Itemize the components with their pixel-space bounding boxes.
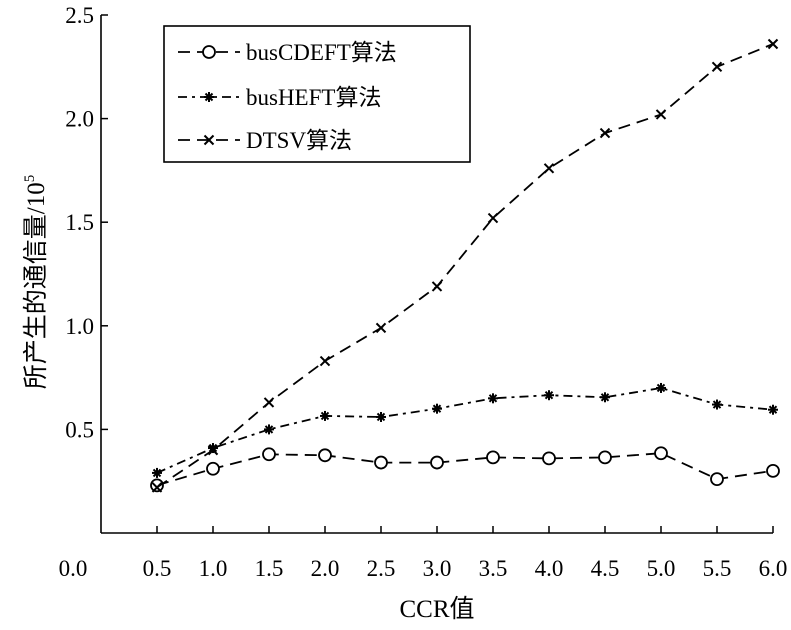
x-tick-label: 3.0	[423, 556, 452, 581]
series-3-point	[151, 482, 163, 493]
legend-marker-2	[204, 92, 214, 102]
series-2-point	[320, 410, 330, 421]
series-2-point	[264, 424, 274, 435]
series-3-point	[487, 212, 499, 224]
series-3-point	[543, 163, 555, 174]
y-axis-title-exponent: 5	[22, 175, 38, 183]
series-3-point	[319, 355, 331, 367]
legend: busCDEFT算法 busHEFT算法 DTSV算法	[163, 25, 471, 163]
x-tick-label: 2.5	[367, 556, 396, 581]
legend-label-1: busCDEFT算法	[246, 40, 397, 65]
legend-label-3: DTSV算法	[246, 128, 352, 153]
series-3-point	[767, 38, 779, 50]
series-2-line	[156, 387, 774, 474]
series-1-point	[766, 463, 780, 478]
series-3	[151, 38, 779, 493]
x-tick-label: 3.5	[479, 556, 508, 581]
series-1-point	[430, 455, 444, 470]
series-3-point	[375, 322, 387, 334]
series-2-point	[152, 467, 162, 478]
x-tick-label: 0.5	[143, 556, 172, 581]
series-2-point	[712, 399, 722, 410]
series-2-point	[768, 404, 778, 415]
legend-label-2: busHEFT算法	[246, 85, 381, 110]
series-2-point	[488, 393, 498, 404]
y-tick-label: 1.5	[65, 210, 94, 235]
x-axis-title: CCR值	[399, 595, 474, 623]
series-1-point	[598, 450, 612, 465]
series-2-point	[376, 411, 386, 422]
x-tick-label: 1.0	[199, 556, 228, 581]
series-3-point	[711, 61, 723, 73]
x-tick-label: 0.0	[59, 556, 88, 581]
series-1-point	[374, 455, 388, 470]
series-group	[150, 38, 780, 493]
series-2-point	[432, 403, 442, 414]
series-2-point	[544, 390, 554, 401]
x-tick-label: 2.0	[311, 556, 340, 581]
series-1-point	[654, 446, 668, 461]
legend-marker-3	[203, 134, 215, 146]
series-2-point	[600, 392, 610, 403]
series-1-point	[150, 478, 164, 493]
y-tick-label: 1.0	[65, 314, 94, 339]
x-tick-label: 5.0	[647, 556, 676, 581]
series-3-line	[156, 43, 774, 489]
x-ticks: 0.0 0.5 1.0 1.5 2.0 2.5 3.0 3.5 4.0 4.5 5.0 5.5 6.0	[59, 526, 788, 581]
series-1	[150, 446, 780, 493]
series-3-point	[431, 281, 443, 292]
series-1-point	[486, 450, 500, 465]
y-tick-label: 2.5	[65, 3, 94, 28]
x-tick-label: 6.0	[759, 556, 788, 581]
series-3-point	[207, 444, 219, 456]
y-axis-title-main: 所产生的通信量/10	[22, 182, 50, 389]
series-1-point	[262, 447, 276, 462]
x-tick-label: 5.5	[703, 556, 732, 581]
y-tick-label: 0.5	[65, 417, 94, 442]
series-3-point	[263, 397, 275, 408]
series-2-point	[656, 382, 666, 393]
y-tick-label: 2.0	[65, 107, 94, 132]
legend-marker-1	[202, 45, 216, 59]
series-1-line	[156, 452, 774, 487]
y-axis-title: 所产生的通信量/105	[22, 175, 50, 389]
series-3-point	[599, 127, 611, 139]
x-tick-label: 1.5	[255, 556, 284, 581]
x-tick-label: 4.0	[535, 556, 564, 581]
series-1-point	[710, 472, 724, 487]
y-ticks: 0.5 1.0 1.5 2.0 2.5	[65, 3, 108, 442]
series-1-point	[206, 461, 220, 476]
series-1-point	[542, 451, 556, 466]
series-2	[152, 382, 778, 478]
series-3-point	[655, 109, 667, 120]
series-1-point	[318, 448, 332, 463]
x-tick-label: 4.5	[591, 556, 620, 581]
